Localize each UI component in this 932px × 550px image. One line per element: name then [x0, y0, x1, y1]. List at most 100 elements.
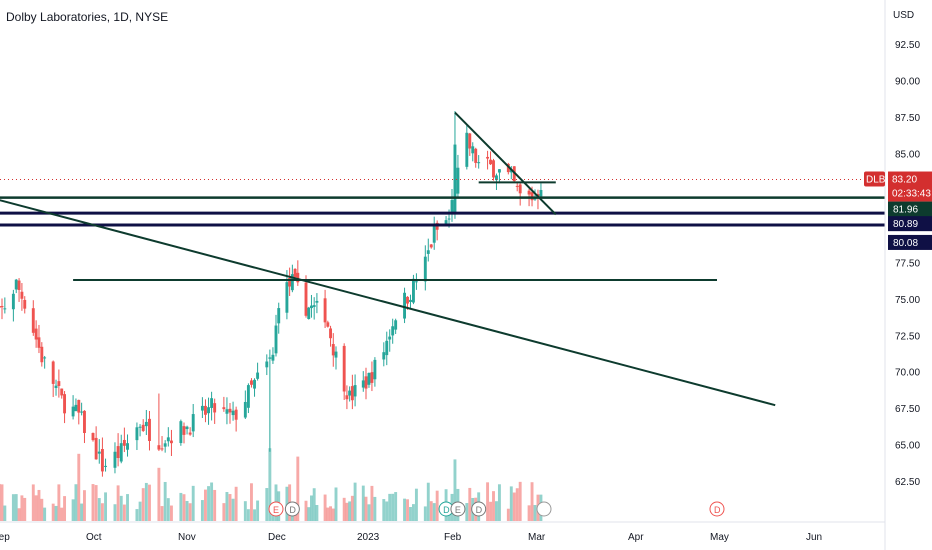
- x-tick-label: Sep: [0, 532, 10, 543]
- volume-bar: [385, 501, 389, 521]
- candle-body: [225, 409, 229, 414]
- candle-body: [126, 443, 129, 450]
- candle-body: [74, 404, 78, 412]
- candle-body: [51, 361, 55, 384]
- volume-bar: [144, 482, 148, 521]
- volume-bar: [492, 491, 495, 521]
- volume-bar: [74, 484, 78, 521]
- candle-body: [329, 328, 332, 339]
- candle-body: [350, 386, 354, 401]
- volume-bar: [265, 488, 269, 521]
- candle-body: [353, 385, 357, 397]
- volume-bar: [468, 487, 472, 521]
- volume-bar: [116, 485, 120, 521]
- volume-bar: [348, 501, 352, 521]
- candle-body: [271, 354, 275, 361]
- volume-bar: [126, 494, 129, 521]
- volume-bar: [34, 495, 38, 521]
- volume-bar: [506, 508, 510, 521]
- y-tick-label: 90.00: [895, 77, 920, 88]
- volume-bar: [367, 504, 371, 521]
- candle-body: [60, 388, 64, 396]
- countdown-label: 02:33:43: [892, 189, 931, 200]
- candle-body: [83, 410, 86, 433]
- volume-bar: [296, 456, 300, 521]
- volume-bar: [361, 485, 365, 521]
- candle-body: [447, 218, 451, 220]
- candle-body: [489, 159, 492, 165]
- volume-bar: [250, 483, 253, 521]
- event-marker-label: D: [714, 505, 721, 515]
- candle-body: [539, 189, 543, 197]
- candle-body: [43, 357, 47, 359]
- candle-body: [246, 385, 250, 408]
- x-tick-label: May: [710, 532, 729, 543]
- volume-bar: [350, 495, 354, 521]
- candle-body: [157, 445, 161, 450]
- candle-body: [364, 376, 368, 389]
- volume-bar: [515, 488, 519, 521]
- candle-body: [492, 160, 495, 178]
- volume-bar: [429, 501, 433, 521]
- candle-body: [210, 398, 214, 408]
- candle-body: [274, 325, 278, 354]
- volume-bar: [31, 484, 35, 521]
- candle-body: [0, 306, 1, 308]
- volume-bar: [432, 503, 436, 521]
- candle-body: [334, 351, 338, 358]
- candle-body: [391, 326, 395, 336]
- volume-bar: [253, 509, 256, 521]
- candle-body: [11, 293, 15, 310]
- candle-body: [432, 226, 436, 243]
- x-tick-label: 2023: [357, 532, 380, 543]
- y-tick-label: 70.00: [895, 368, 920, 379]
- candle-body: [144, 421, 148, 427]
- candle-body: [403, 292, 406, 319]
- candle-body: [530, 192, 534, 201]
- candle-body: [348, 390, 352, 396]
- candle-body: [250, 380, 253, 385]
- candle-body: [310, 305, 313, 309]
- volume-bar: [23, 497, 27, 521]
- candle-body: [293, 268, 297, 278]
- level-tag: [888, 234, 932, 250]
- symbol-label: DLB: [866, 175, 886, 186]
- volume-bar: [60, 507, 64, 521]
- volume-bar: [231, 498, 235, 521]
- candle-body: [213, 403, 217, 413]
- candle-body: [290, 274, 294, 291]
- volume-bar: [222, 503, 226, 521]
- x-tick-label: Jun: [806, 532, 822, 543]
- candle-body: [148, 418, 151, 441]
- candle-body: [288, 277, 292, 287]
- candle-body: [497, 169, 501, 173]
- volume-bar: [423, 506, 427, 521]
- volume-bar: [329, 506, 332, 521]
- candle-body: [97, 451, 101, 454]
- y-tick-label: 65.00: [895, 440, 920, 451]
- candle-body: [509, 169, 513, 173]
- candle-body: [100, 448, 104, 472]
- volume-bar: [315, 505, 319, 521]
- volume-bar: [509, 486, 513, 521]
- time-axis: Sep Oct Nov Dec 2023 Feb Mar Apr May Jun: [0, 521, 885, 543]
- candle-body: [477, 162, 481, 164]
- candle-body: [31, 308, 35, 333]
- candle-body: [20, 291, 24, 299]
- volume-bar: [104, 492, 107, 521]
- candle-body: [182, 426, 186, 435]
- event-marker-label: D: [289, 505, 296, 515]
- y-tick-label: 92.50: [895, 40, 920, 51]
- event-marker: [709, 501, 725, 517]
- candle-body: [141, 424, 145, 431]
- volume-bar: [11, 494, 15, 521]
- candle-body: [191, 414, 195, 432]
- volume-bar: [83, 490, 86, 521]
- candle-body: [135, 427, 139, 441]
- volume-bar: [512, 492, 516, 521]
- volume-bar: [412, 504, 415, 521]
- candle-body: [94, 437, 98, 460]
- candle-body: [315, 300, 319, 303]
- candle-body: [91, 432, 95, 441]
